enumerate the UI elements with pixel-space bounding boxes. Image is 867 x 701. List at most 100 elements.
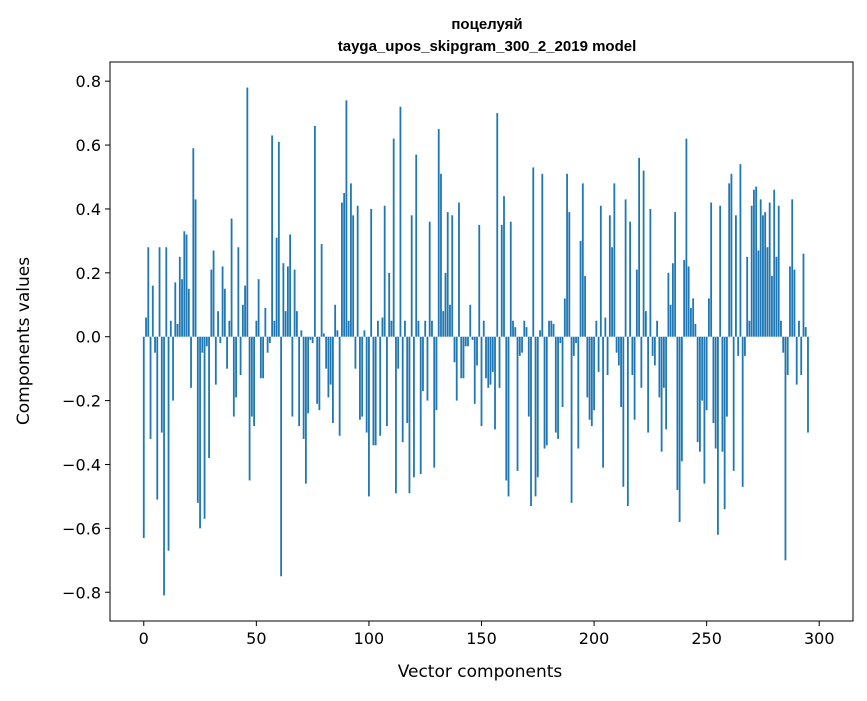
bar	[350, 183, 352, 337]
bar	[723, 336, 726, 510]
bar	[518, 336, 521, 356]
bar	[322, 333, 325, 337]
bar	[757, 250, 760, 337]
bar	[536, 336, 539, 478]
bar	[473, 336, 476, 404]
bar	[190, 336, 192, 388]
bar	[149, 336, 152, 439]
bar	[406, 336, 409, 423]
y-tick-label: −0.4	[62, 455, 101, 474]
bar	[469, 304, 472, 337]
bar	[437, 129, 440, 337]
bar	[464, 336, 467, 347]
bar	[476, 336, 478, 366]
bar	[336, 330, 339, 337]
y-tick-label: −0.6	[62, 519, 101, 538]
bar	[717, 336, 719, 535]
bar	[410, 215, 413, 337]
bar	[512, 320, 514, 337]
bar	[417, 320, 420, 337]
bar	[516, 336, 519, 471]
bar	[392, 138, 395, 337]
bar	[802, 253, 805, 337]
bar	[298, 336, 301, 427]
bar	[480, 336, 483, 427]
bar	[507, 336, 510, 497]
bar	[548, 320, 550, 337]
bar	[629, 221, 631, 337]
bar	[705, 336, 708, 411]
bar	[523, 320, 526, 337]
bar	[262, 336, 264, 379]
bar	[451, 215, 454, 337]
bar	[295, 311, 298, 337]
y-tick-label: 0.0	[76, 328, 101, 347]
bar	[235, 336, 237, 398]
bar	[431, 320, 433, 337]
bar	[460, 336, 463, 379]
bar	[671, 263, 674, 337]
bar	[732, 336, 735, 471]
bar	[282, 263, 285, 337]
bar	[719, 205, 722, 337]
bar	[181, 279, 183, 337]
bar	[163, 336, 165, 596]
y-axis-ticks: −0.8 −0.6 −0.4 −0.2 0.0 0.2 0.4 0.6 0.8	[62, 72, 110, 602]
bar	[230, 218, 233, 337]
bar	[791, 199, 794, 337]
bar	[174, 282, 177, 337]
bar	[644, 311, 647, 337]
bar	[440, 173, 442, 337]
bar	[172, 336, 174, 401]
y-tick-label: 0.8	[76, 72, 101, 91]
bar	[485, 336, 487, 379]
x-tick-label: 250	[691, 629, 722, 648]
bar	[435, 336, 438, 411]
bar	[359, 336, 361, 420]
bar	[653, 336, 656, 366]
bar	[219, 336, 222, 344]
bar	[626, 336, 629, 507]
bar	[183, 231, 186, 337]
y-tick-label: 0.4	[76, 200, 101, 219]
bar	[334, 304, 337, 337]
bar	[192, 148, 195, 337]
bar	[714, 336, 717, 449]
bar	[203, 336, 206, 519]
bar	[413, 336, 415, 478]
bar	[604, 317, 607, 337]
bar	[264, 307, 267, 337]
bar	[748, 320, 751, 337]
bar	[602, 336, 604, 468]
bar	[575, 336, 577, 344]
bar	[494, 336, 496, 430]
bar	[771, 276, 773, 337]
bar	[356, 205, 359, 337]
bar	[325, 336, 328, 369]
bar	[606, 336, 609, 376]
bar	[651, 336, 654, 356]
bar	[482, 320, 485, 337]
bar	[530, 336, 532, 507]
bar	[807, 336, 809, 433]
x-axis-label: Vector components	[398, 662, 563, 682]
bar	[259, 336, 262, 379]
x-tick-label: 0	[139, 629, 149, 648]
bar	[345, 100, 348, 337]
bar	[185, 234, 188, 337]
bar	[341, 202, 343, 337]
bar	[404, 320, 406, 337]
bar	[554, 336, 557, 433]
bar	[399, 106, 402, 337]
bar	[214, 336, 217, 385]
bar	[710, 202, 713, 337]
bar	[332, 336, 334, 423]
bar	[622, 336, 625, 487]
bar	[647, 336, 650, 433]
bar	[676, 336, 679, 491]
bar	[735, 215, 737, 337]
bar	[354, 336, 357, 369]
bar	[694, 323, 697, 337]
bar	[302, 336, 305, 439]
